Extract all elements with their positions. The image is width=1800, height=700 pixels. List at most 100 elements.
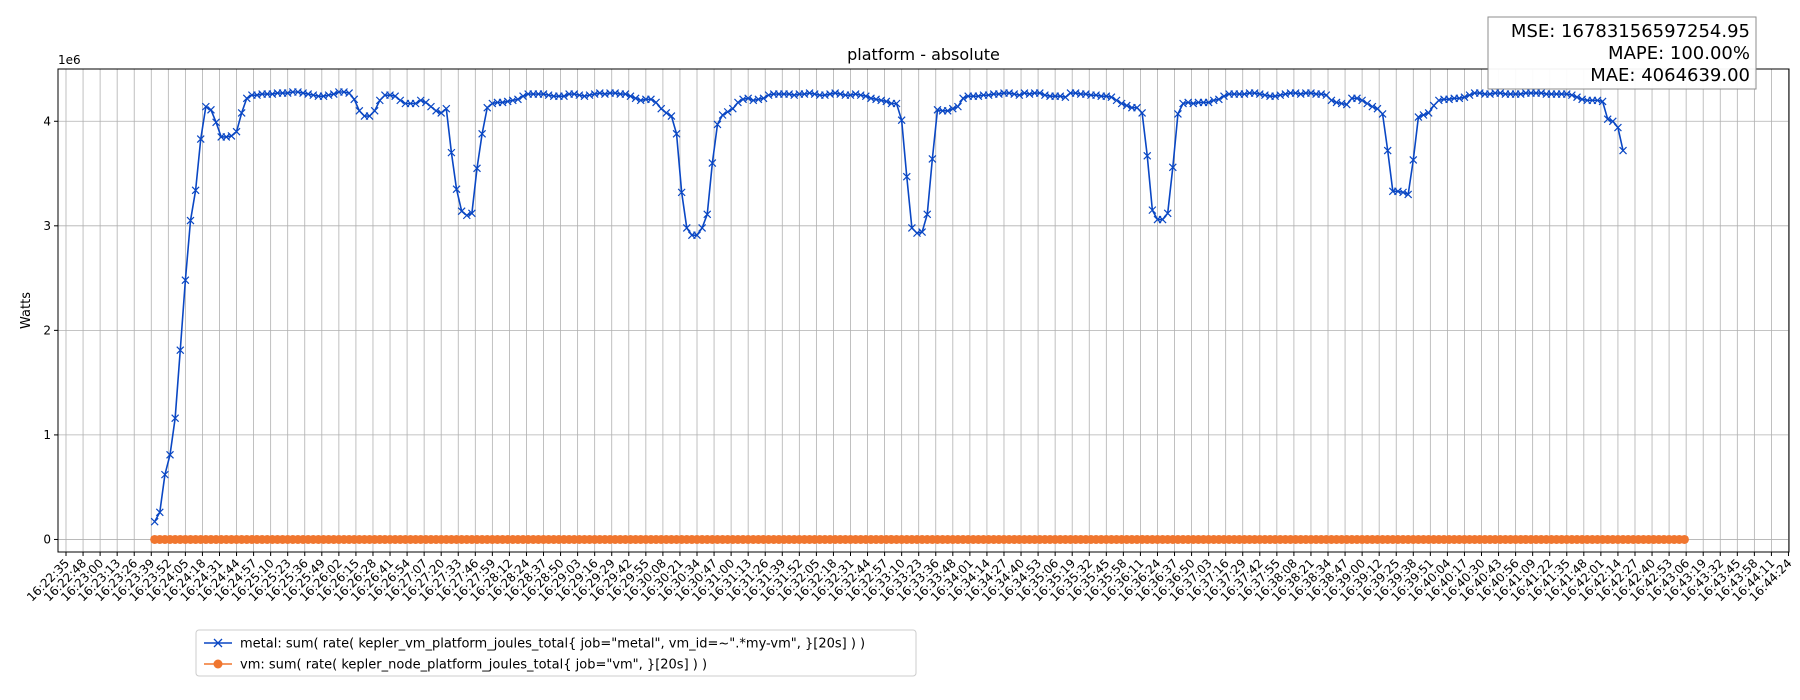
data-point [427, 102, 435, 111]
data-point [1368, 102, 1377, 111]
data-point [1015, 91, 1024, 100]
data-point [892, 99, 901, 108]
y-tick-label: 4 [43, 114, 51, 128]
data-point [396, 96, 405, 105]
data-point [1158, 215, 1167, 224]
metric-mae: MAE: 4064639.00 [1590, 65, 1750, 86]
data-point [718, 111, 727, 119]
data-point [457, 207, 466, 216]
data-point [902, 172, 911, 181]
legend-label: vm: sum( rate( kepler_node_platform_joul… [240, 658, 707, 673]
data-point [954, 102, 962, 111]
data-point [861, 92, 870, 101]
data-point [1163, 209, 1172, 218]
data-point [1143, 151, 1152, 160]
data-point [626, 92, 635, 101]
data-point [1035, 89, 1044, 97]
data-point [227, 131, 236, 140]
y-axis-label: Watts [19, 292, 34, 329]
data-point [1619, 146, 1627, 155]
data-point [759, 94, 768, 103]
data-point [1122, 101, 1131, 110]
legend-entry: vm: sum( rate( kepler_node_platform_joul… [204, 658, 707, 673]
y-tick-label: 2 [43, 323, 51, 337]
data-point [432, 106, 441, 115]
legend-swatch-marker [213, 638, 223, 648]
data-point [713, 120, 722, 129]
data-point [370, 106, 379, 115]
data-point [452, 185, 461, 194]
data-point [1327, 96, 1336, 105]
data-point [350, 95, 359, 104]
metric-mse: MSE: 16783156597254.95 [1511, 21, 1750, 42]
data-point [647, 95, 655, 104]
data-point [897, 116, 906, 125]
data-point [667, 112, 676, 120]
data-point [437, 108, 446, 117]
data-point [652, 98, 660, 107]
data-point [943, 106, 952, 115]
data-point [948, 104, 957, 113]
data-point [478, 129, 487, 138]
data-point [1598, 97, 1607, 106]
data-point [1138, 108, 1147, 117]
data-point [416, 96, 425, 105]
data-point [631, 94, 640, 103]
data-point [1353, 94, 1361, 103]
data-point [672, 129, 681, 138]
data-point [1573, 93, 1581, 102]
grid [58, 69, 1789, 552]
data-point [514, 95, 522, 104]
y-multiplier-label: 1e6 [58, 53, 81, 67]
data-point [923, 210, 932, 219]
data-point [196, 135, 205, 143]
data-point [1204, 98, 1213, 107]
data-point [662, 108, 671, 117]
data-point [708, 159, 717, 168]
data-point [519, 92, 527, 101]
y-tick-label: 0 [43, 532, 51, 546]
chart-title: platform - absolute [847, 45, 1000, 64]
data-point [657, 104, 666, 113]
data-point [191, 186, 200, 195]
data-point [166, 450, 174, 459]
data-point [682, 223, 691, 232]
data-point [1148, 206, 1157, 215]
data-point [1603, 115, 1612, 124]
data-point [1112, 96, 1121, 105]
data-point [1608, 117, 1617, 126]
data-point [1342, 100, 1351, 109]
data-point [1419, 111, 1428, 119]
data-point [442, 104, 451, 113]
data-point [677, 188, 686, 197]
y-tick-label: 3 [43, 219, 51, 233]
data-point [1358, 96, 1367, 105]
data-point [882, 97, 891, 106]
data-point [1404, 190, 1413, 199]
data-point [1220, 92, 1228, 101]
data-point [560, 92, 568, 101]
data-point [421, 98, 430, 107]
data-point [734, 98, 742, 107]
data-point [186, 216, 195, 225]
data-point [1567, 91, 1576, 100]
data-point [467, 209, 476, 218]
data-point [1214, 95, 1223, 104]
metric-mape: MAPE: 100.00% [1608, 43, 1750, 64]
data-point [176, 346, 185, 355]
data-point [242, 94, 251, 103]
series-layer [150, 88, 1689, 544]
data-point [918, 228, 927, 237]
data-point [1363, 99, 1372, 108]
data-point [345, 89, 354, 97]
data-point [728, 104, 737, 113]
data-point [329, 90, 338, 99]
legend-frame [195, 629, 917, 677]
data-point [723, 107, 732, 116]
data-point [928, 154, 937, 163]
legend-label: metal: sum( rate( kepler_vm_platform_jou… [240, 637, 865, 652]
data-point [411, 99, 420, 108]
data-point [150, 517, 159, 526]
y-ticks: 0 1 2 3 4 [43, 114, 58, 546]
